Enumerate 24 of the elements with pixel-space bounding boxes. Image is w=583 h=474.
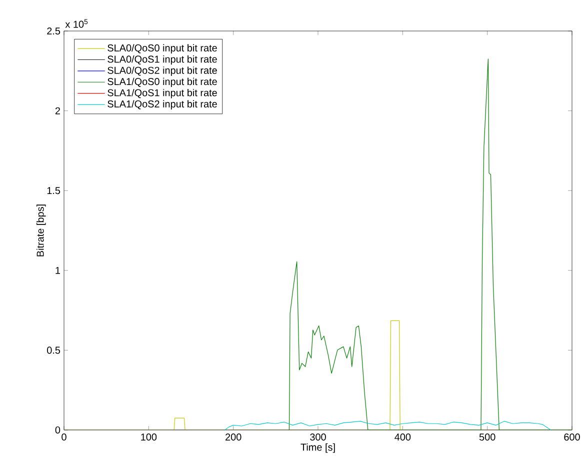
- legend-label: SLA0/QoS0 input bit rate: [108, 44, 217, 54]
- x-tick-label: 100: [141, 434, 157, 441]
- y-tick-label: 1.5: [47, 187, 60, 194]
- legend-label: SLA0/QoS2 input bit rate: [108, 66, 217, 76]
- x-tick-label: 200: [226, 434, 242, 441]
- y-axis-title: Bitrate [bps]: [36, 204, 46, 256]
- line-series: [224, 420, 552, 430]
- x-tick-label: 400: [394, 434, 411, 441]
- legend-label: SLA1/QoS0 input bit rate: [108, 78, 217, 88]
- y-tick-label: 0: [55, 426, 60, 434]
- y-tick-label: 2: [55, 107, 60, 114]
- y-tick-label: 2.5: [47, 27, 60, 35]
- legend-label: SLA1/QoS2 input bit rate: [108, 100, 217, 110]
- x-tick-label: 300: [310, 434, 326, 441]
- y-tick-label: 1: [56, 266, 60, 274]
- legend-label: SLA0/QoS1 input bit rate: [108, 55, 217, 65]
- line-series: [288, 58, 572, 430]
- x-tick-label: 600: [564, 434, 580, 441]
- x-tick-label: 0: [62, 434, 66, 441]
- y-tick-label: 0.5: [47, 346, 60, 354]
- text: x 10$^{5}$: [65, 19, 88, 28]
- x-axis-title: Time [s]: [300, 443, 335, 453]
- x-tick-label: 500: [479, 434, 496, 441]
- legend-label: SLA1/QoS1 input bit rate: [108, 88, 217, 98]
